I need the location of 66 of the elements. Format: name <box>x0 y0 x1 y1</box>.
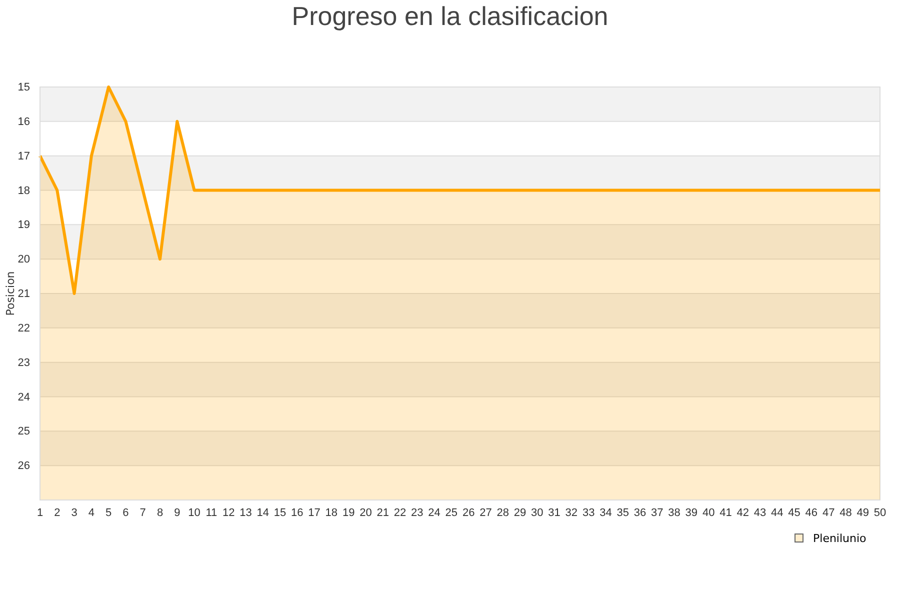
x-tick-label: 18 <box>325 506 338 519</box>
chart-title: Progreso en la clasificacion <box>292 1 608 31</box>
x-tick-label: 33 <box>582 506 595 519</box>
y-axis-title: Posicion <box>4 271 17 316</box>
x-tick-label: 27 <box>480 506 492 519</box>
x-tick-label: 6 <box>122 506 129 519</box>
x-tick-label: 43 <box>754 506 766 519</box>
x-tick-label: 4 <box>88 506 94 519</box>
y-tick-label: 18 <box>18 184 30 197</box>
x-tick-label: 20 <box>360 506 372 519</box>
line-series <box>38 86 882 295</box>
x-tick-label: 25 <box>445 506 458 519</box>
legend-label: Plenilunio <box>813 532 867 545</box>
x-tick-label: 11 <box>206 506 218 519</box>
x-tick-label: 29 <box>514 506 526 519</box>
x-tick-label: 8 <box>156 506 164 519</box>
x-tick-label: 15 <box>274 506 286 519</box>
y-tick-label: 20 <box>18 254 30 266</box>
y-tick-label: 26 <box>18 460 30 472</box>
x-tick-label: 12 <box>222 506 235 519</box>
x-tick-label: 26 <box>462 506 475 519</box>
x-tick-label: 49 <box>856 506 869 519</box>
x-tick-label: 23 <box>411 506 424 519</box>
y-tick-label: 24 <box>18 391 30 404</box>
x-tick-label: 45 <box>788 506 800 519</box>
x-tick-label: 31 <box>548 506 560 519</box>
x-tick-label: 28 <box>496 506 509 519</box>
x-tick-label: 44 <box>771 506 784 519</box>
x-tick-label: 42 <box>736 506 749 519</box>
x-tick-label: 47 <box>822 506 835 519</box>
x-tick-label: 1 <box>36 506 44 519</box>
x-tick-label: 35 <box>616 506 629 519</box>
y-tick-label: 25 <box>18 426 30 438</box>
x-tick-label: 10 <box>188 506 200 519</box>
x-tick-label: 38 <box>668 506 680 519</box>
x-tick-label: 32 <box>565 506 578 519</box>
x-tick-label: 36 <box>634 506 646 519</box>
x-tick-label: 5 <box>106 506 112 519</box>
x-tick-label: 48 <box>840 506 852 519</box>
x-tick-label: 50 <box>874 506 886 519</box>
y-tick-label: 19 <box>18 219 30 232</box>
x-tick-label: 34 <box>600 506 612 519</box>
x-tick-label: 46 <box>805 506 818 519</box>
x-tick-label: 22 <box>394 506 406 519</box>
x-tick-label: 37 <box>651 506 664 519</box>
y-tick-label: 17 <box>18 150 30 162</box>
x-tick-label: 30 <box>531 506 544 519</box>
x-tick-label: 3 <box>71 506 78 519</box>
x-tick-label: 39 <box>685 506 698 519</box>
x-tick-label: 19 <box>342 506 355 519</box>
x-tick-label: 40 <box>702 506 715 519</box>
y-tick-label: 16 <box>18 116 30 128</box>
x-tick-label: 9 <box>174 506 180 519</box>
x-tick-label: 17 <box>308 506 320 519</box>
x-tick-label: 7 <box>140 506 146 519</box>
y-tick-label: 15 <box>18 82 30 94</box>
x-tick-label: 13 <box>240 506 252 519</box>
x-tick-label: 2 <box>54 506 60 519</box>
x-tick-label: 14 <box>256 506 269 519</box>
x-tick-label: 24 <box>428 506 440 519</box>
x-tick-label: 16 <box>291 506 304 519</box>
x-tick-label: 21 <box>376 506 389 519</box>
y-tick-label: 23 <box>18 356 30 369</box>
y-tick-label: 22 <box>18 322 30 334</box>
y-tick-label: 21 <box>18 288 30 300</box>
x-tick-label: 41 <box>720 506 732 519</box>
